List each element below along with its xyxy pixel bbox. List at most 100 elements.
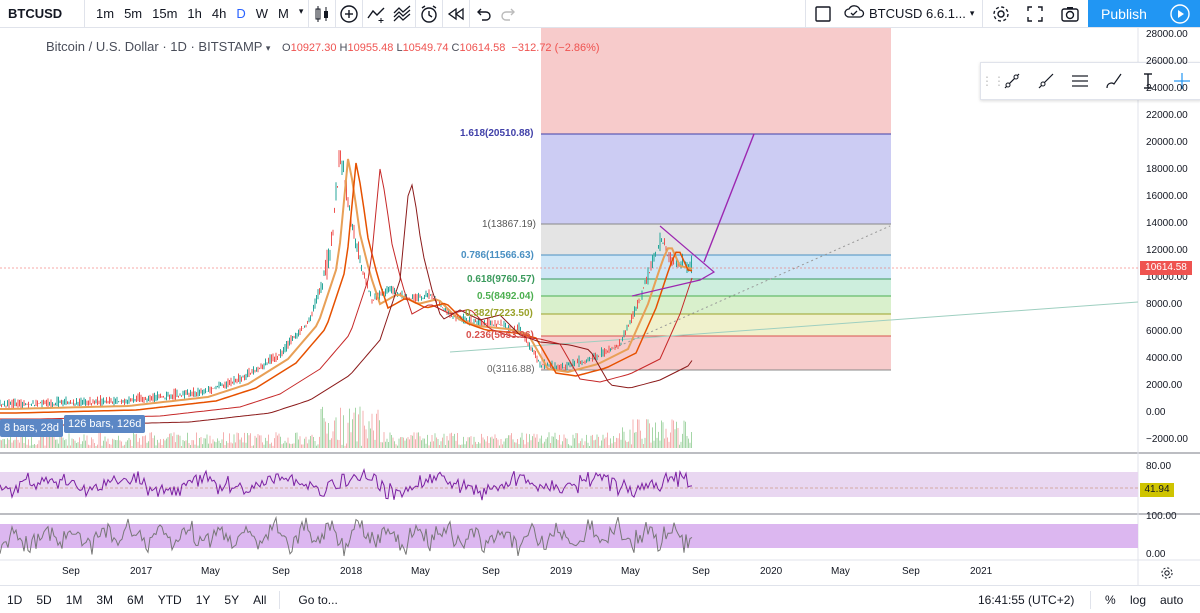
time-tick: 2019 bbox=[550, 566, 573, 577]
oscillator-path bbox=[0, 467, 693, 501]
symbol-search[interactable]: BTCUSD bbox=[8, 6, 63, 21]
range-1d[interactable]: 1D bbox=[7, 592, 23, 607]
crosshair-icon[interactable] bbox=[1165, 64, 1199, 98]
range-1y[interactable]: 1Y bbox=[195, 592, 211, 607]
time-tick: 2017 bbox=[130, 566, 153, 577]
divider bbox=[84, 0, 85, 27]
fullscreen-icon[interactable] bbox=[1022, 0, 1048, 27]
interval-d[interactable]: D bbox=[236, 6, 246, 21]
square-icon[interactable] bbox=[810, 0, 836, 27]
price-tick: 28000.00 bbox=[1146, 29, 1188, 40]
symbol-title[interactable]: Bitcoin / U.S. Dollar · 1D · BITSTAMP bbox=[46, 39, 263, 54]
projection-line bbox=[703, 133, 755, 263]
time-tick: May bbox=[411, 566, 430, 577]
moving-average bbox=[0, 158, 693, 410]
layout-save[interactable]: BTCUSD 6.6.1... ▾ bbox=[843, 1, 978, 25]
interval-group: 1m 5m 15m 1h 4h D W M ▾ bbox=[85, 6, 308, 21]
play-icon[interactable] bbox=[1160, 0, 1200, 27]
drag-handle-icon[interactable]: ⋮⋮ bbox=[981, 74, 1005, 88]
fib-zone bbox=[541, 279, 891, 296]
horizontal-lines-icon[interactable] bbox=[1063, 64, 1097, 98]
range-3m[interactable]: 3M bbox=[96, 592, 114, 607]
range-all[interactable]: All bbox=[253, 592, 267, 607]
high-value: 10955.48 bbox=[347, 42, 394, 54]
price-tick: 14000.00 bbox=[1146, 218, 1188, 229]
ray-icon[interactable] bbox=[1029, 64, 1063, 98]
chevron-down-icon: ▾ bbox=[265, 43, 271, 53]
gear-icon[interactable] bbox=[988, 0, 1014, 27]
change-value: −312.72 (−2.86%) bbox=[511, 42, 600, 54]
layout-name: BTCUSD 6.6.1... bbox=[869, 5, 966, 21]
interval-15m[interactable]: 15m bbox=[152, 6, 178, 21]
interval-w[interactable]: W bbox=[255, 6, 269, 21]
stoch-tick: 100.00 bbox=[1146, 511, 1177, 522]
time-tick: May bbox=[201, 566, 220, 577]
gear-icon[interactable] bbox=[1154, 559, 1180, 586]
undo-icon[interactable] bbox=[470, 0, 496, 27]
fib-label: 1(13867.19) bbox=[482, 219, 536, 230]
indicators-icon[interactable] bbox=[363, 0, 389, 27]
auto-toggle[interactable]: auto bbox=[1160, 592, 1184, 607]
candles-icon[interactable] bbox=[309, 0, 335, 27]
oscillator-path bbox=[0, 515, 693, 557]
price-tick: 18000.00 bbox=[1146, 164, 1188, 175]
brush-icon[interactable] bbox=[1097, 64, 1131, 98]
divider bbox=[1090, 590, 1091, 609]
trendline-icon[interactable] bbox=[995, 64, 1029, 98]
time-tick: May bbox=[831, 566, 850, 577]
templates-icon[interactable] bbox=[389, 0, 415, 27]
fib-label: 0(3116.88) bbox=[487, 364, 535, 375]
time-tick: 2020 bbox=[760, 566, 783, 577]
camera-icon[interactable] bbox=[1057, 0, 1083, 27]
price-tick: −2000.00 bbox=[1146, 434, 1188, 445]
rsi-line bbox=[0, 467, 693, 501]
price-tick: 8000.00 bbox=[1146, 299, 1183, 310]
time-tick: May bbox=[621, 566, 640, 577]
divider bbox=[362, 0, 364, 27]
fib-zone bbox=[541, 336, 891, 370]
plus-circle-icon[interactable] bbox=[336, 0, 362, 27]
trend-line bbox=[449, 301, 1139, 353]
last-price-tag: 10614.58 bbox=[1140, 261, 1192, 275]
divider bbox=[279, 590, 281, 609]
chevron-down-icon[interactable]: ▾ bbox=[298, 6, 304, 16]
range-1m[interactable]: 1M bbox=[65, 592, 83, 607]
stoch-band bbox=[0, 524, 1138, 548]
divider bbox=[805, 0, 806, 27]
fib-retracement bbox=[541, 28, 891, 371]
interval-1h[interactable]: 1h bbox=[187, 6, 202, 21]
goto-button[interactable]: Go to... bbox=[298, 592, 338, 607]
replay-icon[interactable] bbox=[443, 0, 469, 27]
price-tick: 6000.00 bbox=[1146, 326, 1183, 337]
interval-m[interactable]: M bbox=[278, 6, 289, 21]
range-5y[interactable]: 5Y bbox=[224, 592, 240, 607]
rsi-value-tag: 41.94 bbox=[1140, 483, 1174, 497]
alert-clock-icon[interactable] bbox=[416, 0, 442, 27]
price-tick: 4000.00 bbox=[1146, 353, 1183, 364]
time-tick: Sep bbox=[272, 566, 290, 577]
range-ytd[interactable]: YTD bbox=[157, 592, 182, 607]
interval-1m[interactable]: 1m bbox=[96, 6, 115, 21]
range-5d[interactable]: 5D bbox=[36, 592, 52, 607]
drawing-toolbar: ⋮⋮ bbox=[980, 62, 1200, 100]
interval-4h[interactable]: 4h bbox=[211, 6, 227, 21]
log-toggle[interactable]: log bbox=[1130, 592, 1147, 607]
top-toolbar: BTCUSD 1m 5m 15m 1h 4h D W M ▾ bbox=[0, 0, 1200, 28]
time-tick: Sep bbox=[692, 566, 710, 577]
redo-icon[interactable] bbox=[496, 0, 522, 27]
fib-label: 1.618(20510.88) bbox=[460, 128, 534, 139]
publish-button[interactable]: Publish bbox=[1088, 0, 1160, 27]
trend-line-dotted bbox=[609, 225, 891, 351]
interval-5m[interactable]: 5m bbox=[124, 6, 143, 21]
bar-range-label[interactable]: 126 bars, 126d bbox=[64, 415, 146, 433]
percent-toggle[interactable]: % bbox=[1105, 592, 1116, 607]
clock[interactable]: 16:41:55 (UTC+2) bbox=[978, 592, 1075, 607]
time-tick: 2018 bbox=[340, 566, 363, 577]
fib-zone bbox=[541, 314, 891, 336]
range-6m[interactable]: 6M bbox=[127, 592, 144, 607]
stoch-tick: 0.00 bbox=[1146, 549, 1166, 560]
bar-range-label[interactable]: 8 bars, 28d bbox=[0, 419, 64, 437]
text-cursor-icon[interactable] bbox=[1131, 64, 1165, 98]
price-tick: 24000.00 bbox=[1146, 83, 1188, 94]
